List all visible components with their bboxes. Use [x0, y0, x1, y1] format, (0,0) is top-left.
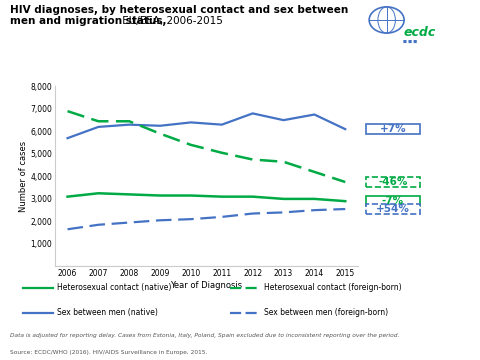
Text: Source: ECDC/WHO (2016). HIV/AIDS Surveillance in Europe, 2015.: Source: ECDC/WHO (2016). HIV/AIDS Survei…	[10, 350, 207, 355]
Text: Data is adjusted for reporting delay. Cases from Estonia, Italy, Poland, Spain e: Data is adjusted for reporting delay. Ca…	[10, 333, 399, 338]
Text: +54%: +54%	[376, 204, 410, 214]
Text: Sex between men (native): Sex between men (native)	[57, 309, 158, 318]
FancyBboxPatch shape	[366, 204, 420, 214]
FancyBboxPatch shape	[366, 196, 420, 206]
Text: Sex between men (foreign-born): Sex between men (foreign-born)	[264, 309, 388, 318]
FancyBboxPatch shape	[366, 124, 420, 134]
Text: EU/EEA, 2006-2015: EU/EEA, 2006-2015	[119, 16, 223, 26]
Text: men and migration status,: men and migration status,	[10, 16, 166, 26]
Text: Heterosexual contact (native): Heterosexual contact (native)	[57, 283, 171, 292]
Y-axis label: Number of cases: Number of cases	[19, 141, 28, 212]
Text: +7%: +7%	[380, 124, 406, 134]
Text: ■ ■ ■: ■ ■ ■	[404, 40, 418, 44]
Text: ecdc: ecdc	[404, 26, 436, 39]
Text: -46%: -46%	[378, 177, 408, 187]
FancyBboxPatch shape	[366, 177, 420, 187]
Text: HIV diagnoses, by heterosexual contact and sex between: HIV diagnoses, by heterosexual contact a…	[10, 5, 348, 15]
Text: Heterosexual contact (foreign-born): Heterosexual contact (foreign-born)	[264, 283, 402, 292]
Text: -7%: -7%	[382, 196, 404, 206]
X-axis label: Year of Diagnosis: Year of Diagnosis	[170, 281, 242, 290]
